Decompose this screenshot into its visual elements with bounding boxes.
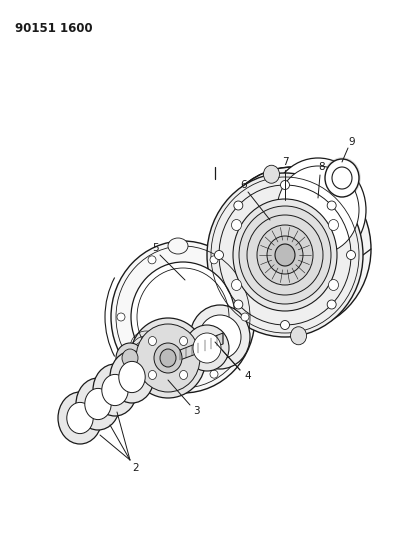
- Ellipse shape: [58, 392, 102, 444]
- Text: 8: 8: [319, 162, 325, 172]
- Ellipse shape: [149, 370, 156, 379]
- Ellipse shape: [93, 364, 137, 416]
- Ellipse shape: [160, 349, 176, 367]
- Ellipse shape: [232, 220, 242, 230]
- Ellipse shape: [281, 320, 290, 329]
- Ellipse shape: [148, 256, 156, 264]
- Ellipse shape: [241, 313, 249, 321]
- Ellipse shape: [85, 389, 111, 419]
- Ellipse shape: [239, 206, 331, 304]
- Ellipse shape: [122, 349, 138, 367]
- Ellipse shape: [136, 324, 200, 392]
- Ellipse shape: [130, 318, 206, 398]
- Ellipse shape: [168, 238, 188, 254]
- Ellipse shape: [290, 327, 307, 345]
- Ellipse shape: [116, 343, 144, 373]
- Ellipse shape: [346, 251, 355, 260]
- Ellipse shape: [267, 236, 303, 274]
- Ellipse shape: [110, 351, 154, 403]
- Ellipse shape: [234, 201, 243, 210]
- Ellipse shape: [247, 215, 323, 295]
- Ellipse shape: [148, 370, 156, 378]
- Ellipse shape: [180, 336, 188, 345]
- Ellipse shape: [281, 181, 290, 190]
- Ellipse shape: [332, 167, 352, 189]
- Ellipse shape: [207, 173, 363, 337]
- Ellipse shape: [329, 279, 338, 290]
- Ellipse shape: [131, 262, 235, 372]
- Ellipse shape: [234, 300, 243, 309]
- Ellipse shape: [117, 313, 125, 321]
- Ellipse shape: [325, 159, 359, 197]
- Text: 3: 3: [193, 406, 199, 416]
- Ellipse shape: [270, 158, 366, 262]
- Text: 4: 4: [245, 371, 251, 381]
- Ellipse shape: [193, 333, 221, 363]
- Ellipse shape: [327, 300, 336, 309]
- Ellipse shape: [214, 251, 223, 260]
- Text: 90151 1600: 90151 1600: [15, 22, 93, 35]
- Ellipse shape: [185, 325, 229, 371]
- Ellipse shape: [111, 241, 255, 393]
- Ellipse shape: [210, 256, 218, 264]
- Ellipse shape: [119, 361, 145, 393]
- Ellipse shape: [232, 279, 242, 290]
- Polygon shape: [180, 333, 223, 360]
- Text: 7: 7: [282, 157, 288, 167]
- Ellipse shape: [275, 244, 295, 266]
- Ellipse shape: [329, 220, 338, 230]
- Polygon shape: [130, 343, 163, 373]
- Ellipse shape: [277, 166, 359, 254]
- Ellipse shape: [210, 370, 218, 378]
- Ellipse shape: [199, 315, 241, 359]
- Ellipse shape: [67, 402, 93, 434]
- Ellipse shape: [180, 370, 188, 379]
- Text: 9: 9: [349, 137, 355, 147]
- Ellipse shape: [257, 225, 313, 285]
- Ellipse shape: [76, 378, 120, 430]
- Ellipse shape: [102, 374, 128, 406]
- Ellipse shape: [190, 305, 250, 369]
- Text: 6: 6: [241, 180, 247, 190]
- Ellipse shape: [149, 336, 156, 345]
- Ellipse shape: [264, 165, 279, 183]
- Ellipse shape: [215, 167, 371, 331]
- Ellipse shape: [233, 199, 337, 311]
- Text: 5: 5: [153, 243, 159, 253]
- Ellipse shape: [327, 201, 336, 210]
- Text: 2: 2: [133, 463, 139, 473]
- Ellipse shape: [154, 343, 182, 373]
